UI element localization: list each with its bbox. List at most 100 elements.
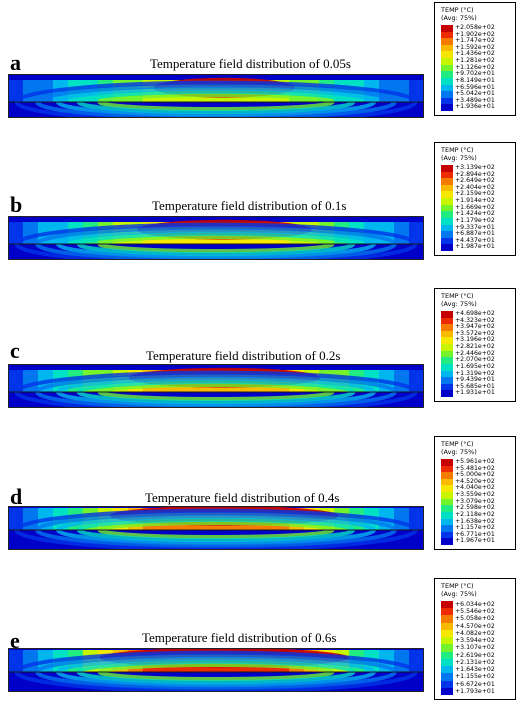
legend-swatch — [441, 505, 453, 512]
legend-value: +2.404e+02 — [455, 183, 495, 191]
legend-swatch — [441, 363, 453, 371]
legend-entry: +1.967e+01 — [441, 538, 511, 545]
legend-value: +4.570e+02 — [455, 622, 495, 630]
legend-entry: +1.669e+02 — [441, 203, 511, 212]
legend-entry: +1.793e+01 — [441, 687, 511, 695]
legend-entry: +1.747e+02 — [441, 38, 511, 45]
legend-title: TEMP (°C) — [441, 440, 474, 448]
color-legend: TEMP (°C) (Avg: 75%) +5.961e+02 +5.481e+02 +… — [434, 436, 516, 550]
legend-value: +1.902e+02 — [455, 30, 495, 38]
legend-value: +4.082e+02 — [455, 629, 495, 637]
legend-value: +5.042e+01 — [455, 90, 495, 98]
legend-value: +6.596e+01 — [455, 83, 495, 91]
legend-swatch — [441, 44, 453, 52]
legend-value: +4.323e+02 — [455, 316, 495, 324]
panel-title: Temperature field distribution of 0.4s — [145, 490, 340, 505]
panel-a: a Temperature field distribution of 0.05s… — [0, 0, 520, 136]
legend-entry: +1.936e+01 — [441, 104, 511, 111]
legend-swatch — [441, 337, 453, 345]
legend-entry: +2.598e+02 — [441, 505, 511, 512]
legend-value: +1.669e+02 — [455, 203, 495, 211]
legend-entry: +1.126e+02 — [441, 63, 511, 72]
legend-value: +2.598e+02 — [455, 504, 495, 512]
legend-swatch — [441, 622, 453, 630]
temperature-contour-plot — [8, 364, 424, 408]
legend-entry: +1.179e+02 — [441, 217, 511, 225]
legend-entry: +1.914e+02 — [441, 197, 511, 205]
legend-entry: +6.672e+01 — [441, 680, 511, 688]
field-border — [8, 648, 424, 692]
legend-swatch — [441, 71, 453, 78]
legend-subtitle: (Avg: 75%) — [441, 448, 477, 456]
panel-c: c Temperature field distribution of 0.2s T… — [0, 286, 520, 422]
legend-value: +1.436e+02 — [455, 50, 495, 58]
legend-title: TEMP (°C) — [441, 292, 474, 300]
legend-value: +1.638e+02 — [455, 517, 495, 525]
color-legend: TEMP (°C) (Avg: 75%) +4.698e+02 +4.323e+02 +… — [434, 288, 516, 402]
legend-swatch — [441, 511, 453, 519]
legend-value: +1.157e+02 — [455, 524, 495, 532]
legend-entry: +1.436e+02 — [441, 50, 511, 59]
legend-swatch — [441, 357, 453, 364]
legend-value: +6.034e+02 — [455, 601, 495, 608]
legend-value: +9.337e+01 — [455, 223, 495, 231]
temperature-contour-plot — [8, 506, 424, 550]
legend-entry: +6.771e+01 — [441, 531, 511, 539]
panel-title: Temperature field distribution of 0.05s — [150, 56, 351, 71]
legend-value: +6.887e+01 — [455, 230, 495, 238]
temperature-contour-plot — [8, 74, 424, 118]
legend-value: +2.446e+02 — [455, 349, 495, 357]
legend-swatch — [441, 184, 453, 192]
legend-entry: +1.987e+01 — [441, 244, 511, 251]
legend-entry: +3.107e+02 — [441, 644, 511, 652]
legend-value: +5.961e+02 — [455, 458, 495, 465]
legend-entry: +2.821e+02 — [441, 343, 511, 351]
legend-value: +3.139e+02 — [455, 164, 495, 171]
legend-swatch — [441, 91, 453, 98]
legend-entry: +2.118e+02 — [441, 511, 511, 519]
legend-entry: +8.149e+01 — [441, 77, 511, 85]
legend-title: TEMP (°C) — [441, 582, 474, 590]
legend-value: +1.126e+02 — [455, 63, 495, 71]
panel-letter: b — [10, 192, 23, 217]
legend-swatch — [441, 178, 453, 185]
legend-swatch — [441, 25, 453, 32]
legend-swatch — [441, 64, 453, 72]
legend-entry: +4.323e+02 — [441, 316, 511, 325]
legend-entry: +4.698e+02 — [441, 310, 511, 318]
legend-value: +2.821e+02 — [455, 343, 495, 351]
legend-entry: +1.155e+02 — [441, 673, 511, 681]
panel-letter: c — [10, 338, 20, 363]
legend-value: +5.058e+02 — [455, 615, 495, 623]
legend-entry: +2.894e+02 — [441, 171, 511, 179]
legend-entry: +9.702e+01 — [441, 71, 511, 78]
legend-value: +2.649e+02 — [455, 177, 495, 185]
legend-entry: +5.685e+01 — [441, 382, 511, 391]
legend-value: +2.619e+02 — [455, 651, 495, 659]
legend-entry: +1.902e+02 — [441, 30, 511, 39]
legend-subtitle: (Avg: 75%) — [441, 590, 477, 598]
legend-swatch — [441, 191, 453, 199]
legend-swatch — [441, 687, 453, 695]
legend-entry: +3.079e+02 — [441, 498, 511, 506]
legend-entry: +4.570e+02 — [441, 622, 511, 630]
legend-value: +1.931e+01 — [455, 389, 495, 397]
legend-entry: +6.596e+01 — [441, 83, 511, 92]
legend-value: +3.594e+02 — [455, 637, 495, 645]
legend-swatch — [441, 84, 453, 92]
legend-value: +5.685e+01 — [455, 382, 495, 390]
legend-swatch — [441, 171, 453, 179]
legend-entry: +2.446e+02 — [441, 349, 511, 358]
legend-title: TEMP (°C) — [441, 146, 474, 154]
panel-d: d Temperature field distribution of 0.4s T… — [0, 434, 520, 564]
field-border — [8, 506, 424, 550]
field-border — [8, 364, 424, 408]
legend-swatch — [441, 629, 453, 638]
legend-swatch — [441, 317, 453, 325]
legend-value: +1.643e+02 — [455, 666, 495, 674]
legend-swatch — [441, 601, 453, 609]
legend-value: +5.000e+02 — [455, 471, 495, 479]
legend-swatch — [441, 518, 453, 526]
panel-e: e Temperature field distribution of 0.6s T… — [0, 576, 520, 706]
legend-value: +1.695e+02 — [455, 362, 495, 370]
